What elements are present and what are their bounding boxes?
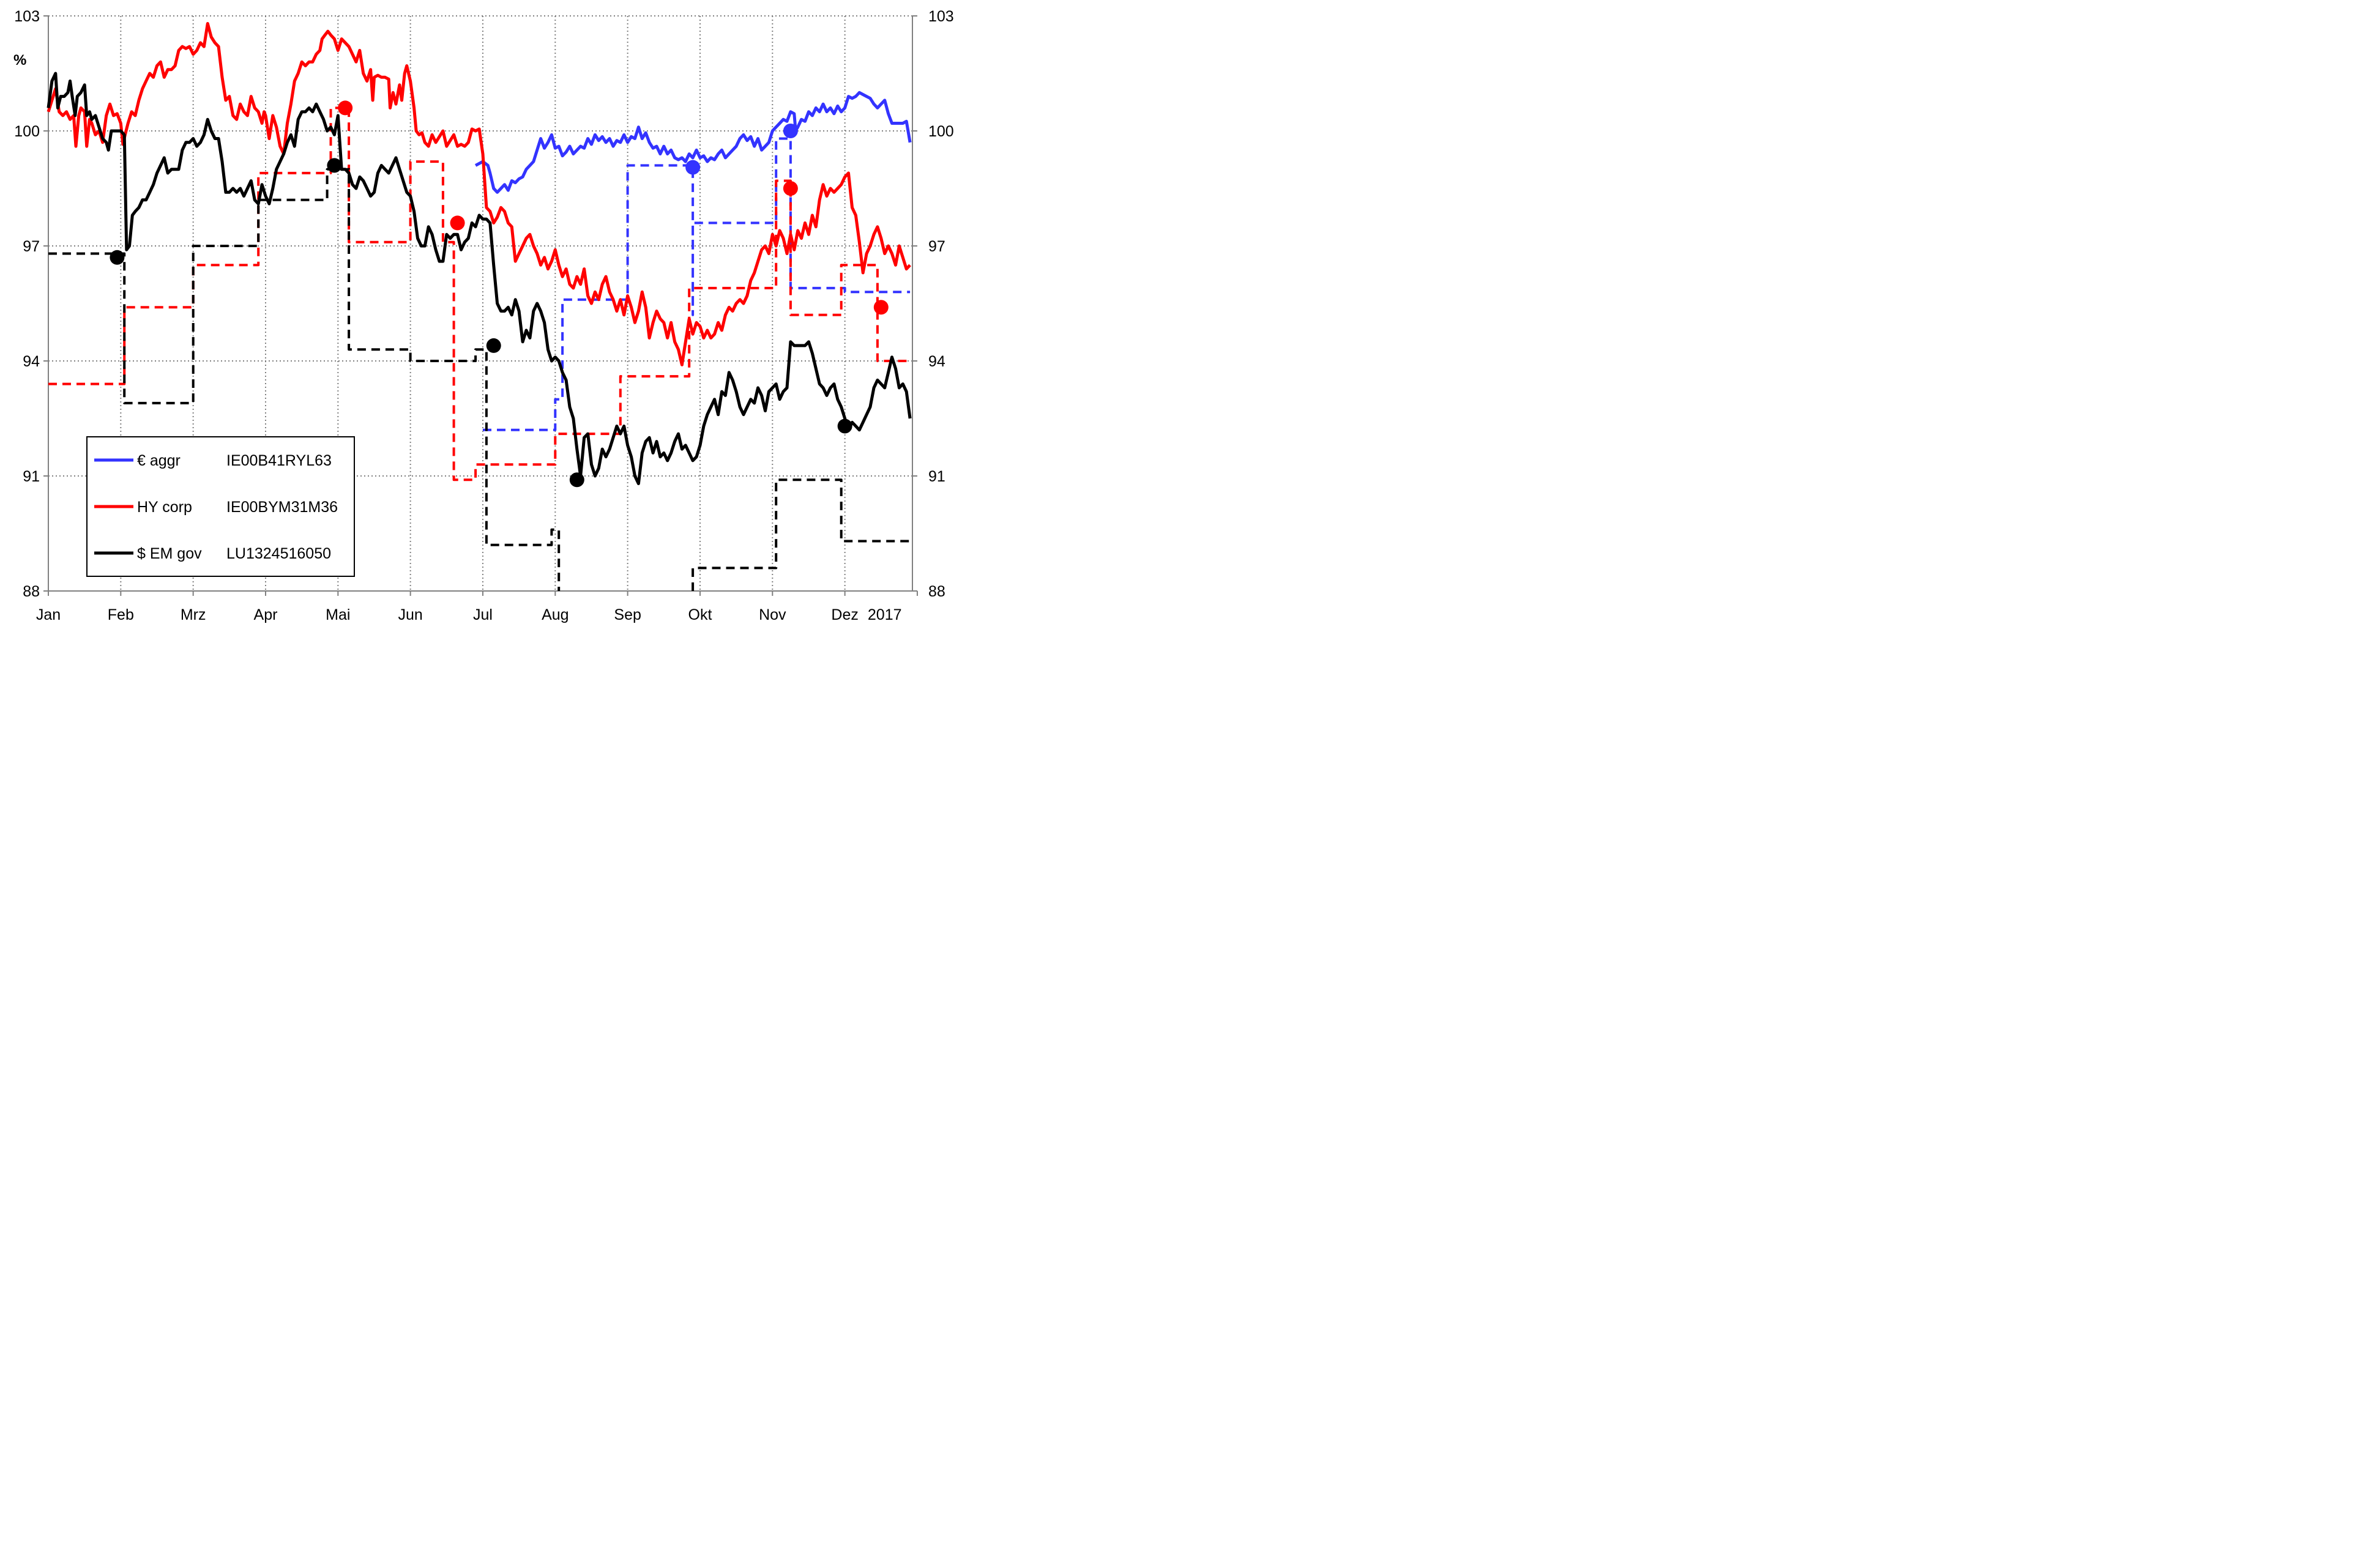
marker-layer bbox=[110, 100, 889, 488]
y-tick-labels-left: 88 91 94 97 100 103 bbox=[14, 8, 40, 600]
x-tick-labels: Jan Feb Mrz Apr Mai Jun Jul Aug Sep Okt Nov Dez 2017 bbox=[36, 606, 902, 623]
data-point-marker bbox=[110, 250, 125, 265]
legend: € aggr IE00B41RYL63 HY corp IE00BYM31M36 $ E… bbox=[86, 436, 355, 577]
y-tick-label-left: 91 bbox=[23, 468, 40, 485]
data-point-marker bbox=[873, 300, 889, 315]
y-tick-label-left: 88 bbox=[23, 583, 40, 600]
series-line bbox=[48, 168, 561, 591]
series-line bbox=[483, 137, 911, 431]
y-tick-label-left: 94 bbox=[23, 353, 40, 370]
data-point-marker bbox=[327, 158, 342, 173]
x-tick-label: Sep bbox=[614, 606, 641, 623]
legend-label: HY corp bbox=[137, 499, 192, 516]
legend-label: € aggr bbox=[137, 452, 181, 469]
y-tick-label-left: 103 bbox=[14, 8, 40, 25]
x-tick-label: Nov bbox=[759, 606, 786, 623]
chart: 88 91 94 97 100 103 88 91 94 97 100 103 Jan Feb Mrz A… bbox=[0, 0, 960, 634]
y-tick-label-right: 97 bbox=[928, 238, 945, 255]
y-tick-label-left: 100 bbox=[14, 123, 40, 140]
x-tick-label: Jun bbox=[398, 606, 422, 623]
data-point-marker bbox=[783, 124, 798, 138]
y-tick-label-right: 91 bbox=[928, 468, 945, 485]
x-tick-label: Okt bbox=[688, 606, 712, 623]
legend-isin: IE00B41RYL63 bbox=[226, 452, 332, 469]
x-tick-label: Jul bbox=[473, 606, 493, 623]
data-point-marker bbox=[685, 160, 701, 175]
y-tick-label-right: 94 bbox=[928, 353, 945, 370]
data-point-marker bbox=[450, 215, 465, 231]
x-tick-label: Apr bbox=[254, 606, 278, 623]
y-tick-labels-right: 88 91 94 97 100 103 bbox=[928, 8, 954, 600]
series-line bbox=[48, 106, 911, 481]
y-tick-label-right: 88 bbox=[928, 583, 945, 600]
series-line bbox=[474, 91, 912, 194]
data-point-marker bbox=[783, 181, 798, 196]
legend-isin: LU1324516050 bbox=[226, 545, 331, 562]
data-point-marker bbox=[486, 338, 501, 353]
x-tick-label: Dez bbox=[831, 606, 858, 623]
data-point-marker bbox=[569, 472, 584, 488]
x-tick-label: Mrz bbox=[181, 606, 206, 623]
data-point-marker bbox=[338, 100, 353, 116]
data-point-marker bbox=[837, 418, 852, 434]
legend-label: $ EM gov bbox=[137, 545, 202, 562]
y-tick-label-right: 103 bbox=[928, 8, 954, 25]
x-tick-label: Mai bbox=[326, 606, 350, 623]
legend-items: € aggr IE00B41RYL63 HY corp IE00BYM31M36 $ E… bbox=[94, 452, 338, 562]
y-axis-unit-label: % bbox=[13, 52, 26, 69]
x-tick-label: 2017 bbox=[868, 606, 902, 623]
series-layer bbox=[47, 22, 912, 591]
x-tick-label: Feb bbox=[108, 606, 134, 623]
series-line bbox=[47, 72, 912, 485]
x-tick-label: Jan bbox=[36, 606, 61, 623]
y-tick-label-left: 97 bbox=[23, 238, 40, 255]
y-tick-label-right: 100 bbox=[928, 123, 954, 140]
legend-isin: IE00BYM31M36 bbox=[226, 499, 338, 516]
series-line bbox=[47, 22, 911, 366]
x-tick-label: Aug bbox=[542, 606, 569, 623]
